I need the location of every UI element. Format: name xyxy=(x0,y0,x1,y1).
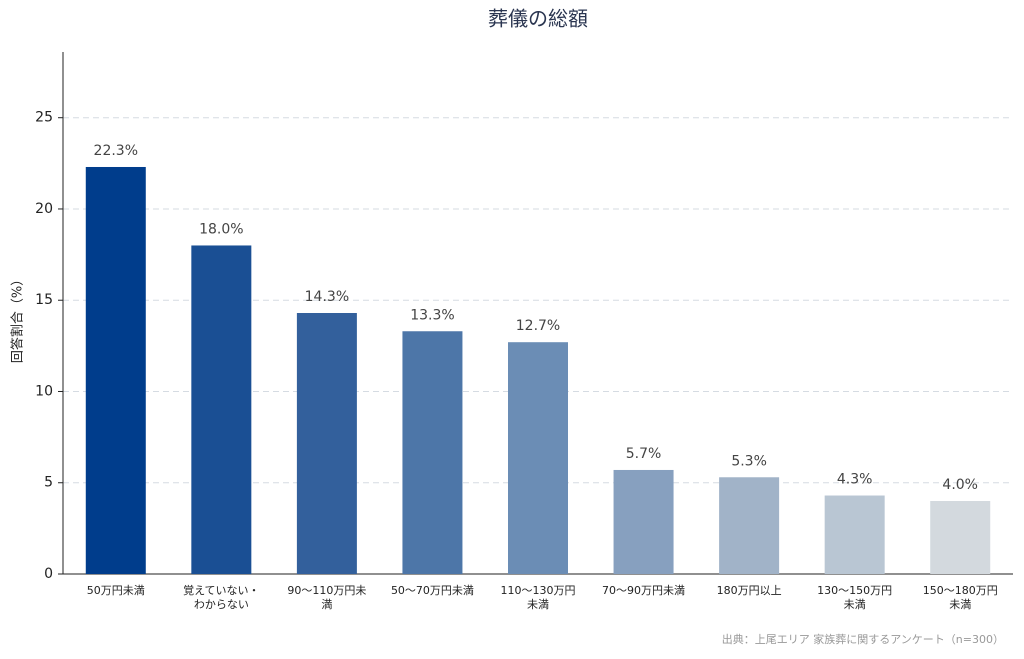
bar xyxy=(930,500,991,574)
y-tick-label: 0 xyxy=(44,566,53,582)
bar xyxy=(824,495,885,574)
x-tick-label: 180万円以上 xyxy=(716,584,782,597)
x-tick-label: 130〜150万円未満 xyxy=(817,584,893,611)
chart-title: 葬儀の総額 xyxy=(488,7,588,31)
bar xyxy=(508,342,568,574)
bar xyxy=(719,477,780,574)
x-tick-label: 90〜110万円未満 xyxy=(287,584,367,611)
x-tick-label: 50〜70万円未満 xyxy=(390,584,474,597)
y-tick-label: 15 xyxy=(35,292,53,308)
value-label: 4.0% xyxy=(942,477,978,493)
y-tick-label: 25 xyxy=(35,110,53,126)
value-label: 5.3% xyxy=(731,453,767,469)
value-label: 4.3% xyxy=(837,472,873,488)
x-tick-label: 70〜90万円未満 xyxy=(602,584,686,597)
bar xyxy=(191,245,252,574)
value-label: 22.3% xyxy=(94,143,138,159)
y-tick-label: 20 xyxy=(35,201,53,217)
bar xyxy=(85,166,146,574)
value-label: 5.7% xyxy=(626,446,662,462)
value-label: 12.7% xyxy=(516,318,560,334)
x-tick-label: 50万円未満 xyxy=(86,584,145,597)
x-tick-label: 覚えていない・わからない xyxy=(183,584,260,611)
bar xyxy=(296,313,357,574)
value-label: 18.0% xyxy=(199,221,243,237)
bar xyxy=(613,469,674,574)
value-label: 13.3% xyxy=(410,307,454,323)
y-axis-label: 回答割合（%） xyxy=(10,273,26,363)
source-note: 出典：上尾エリア 家族葬に関するアンケート（n=300） xyxy=(722,632,1004,646)
bar xyxy=(402,331,463,574)
x-tick-label: 150〜180万円未満 xyxy=(922,584,998,611)
x-tick-label: 110〜130万円未満 xyxy=(500,584,576,611)
y-tick-label: 5 xyxy=(44,475,53,491)
y-tick-label: 10 xyxy=(35,383,53,399)
value-label: 14.3% xyxy=(305,289,349,305)
